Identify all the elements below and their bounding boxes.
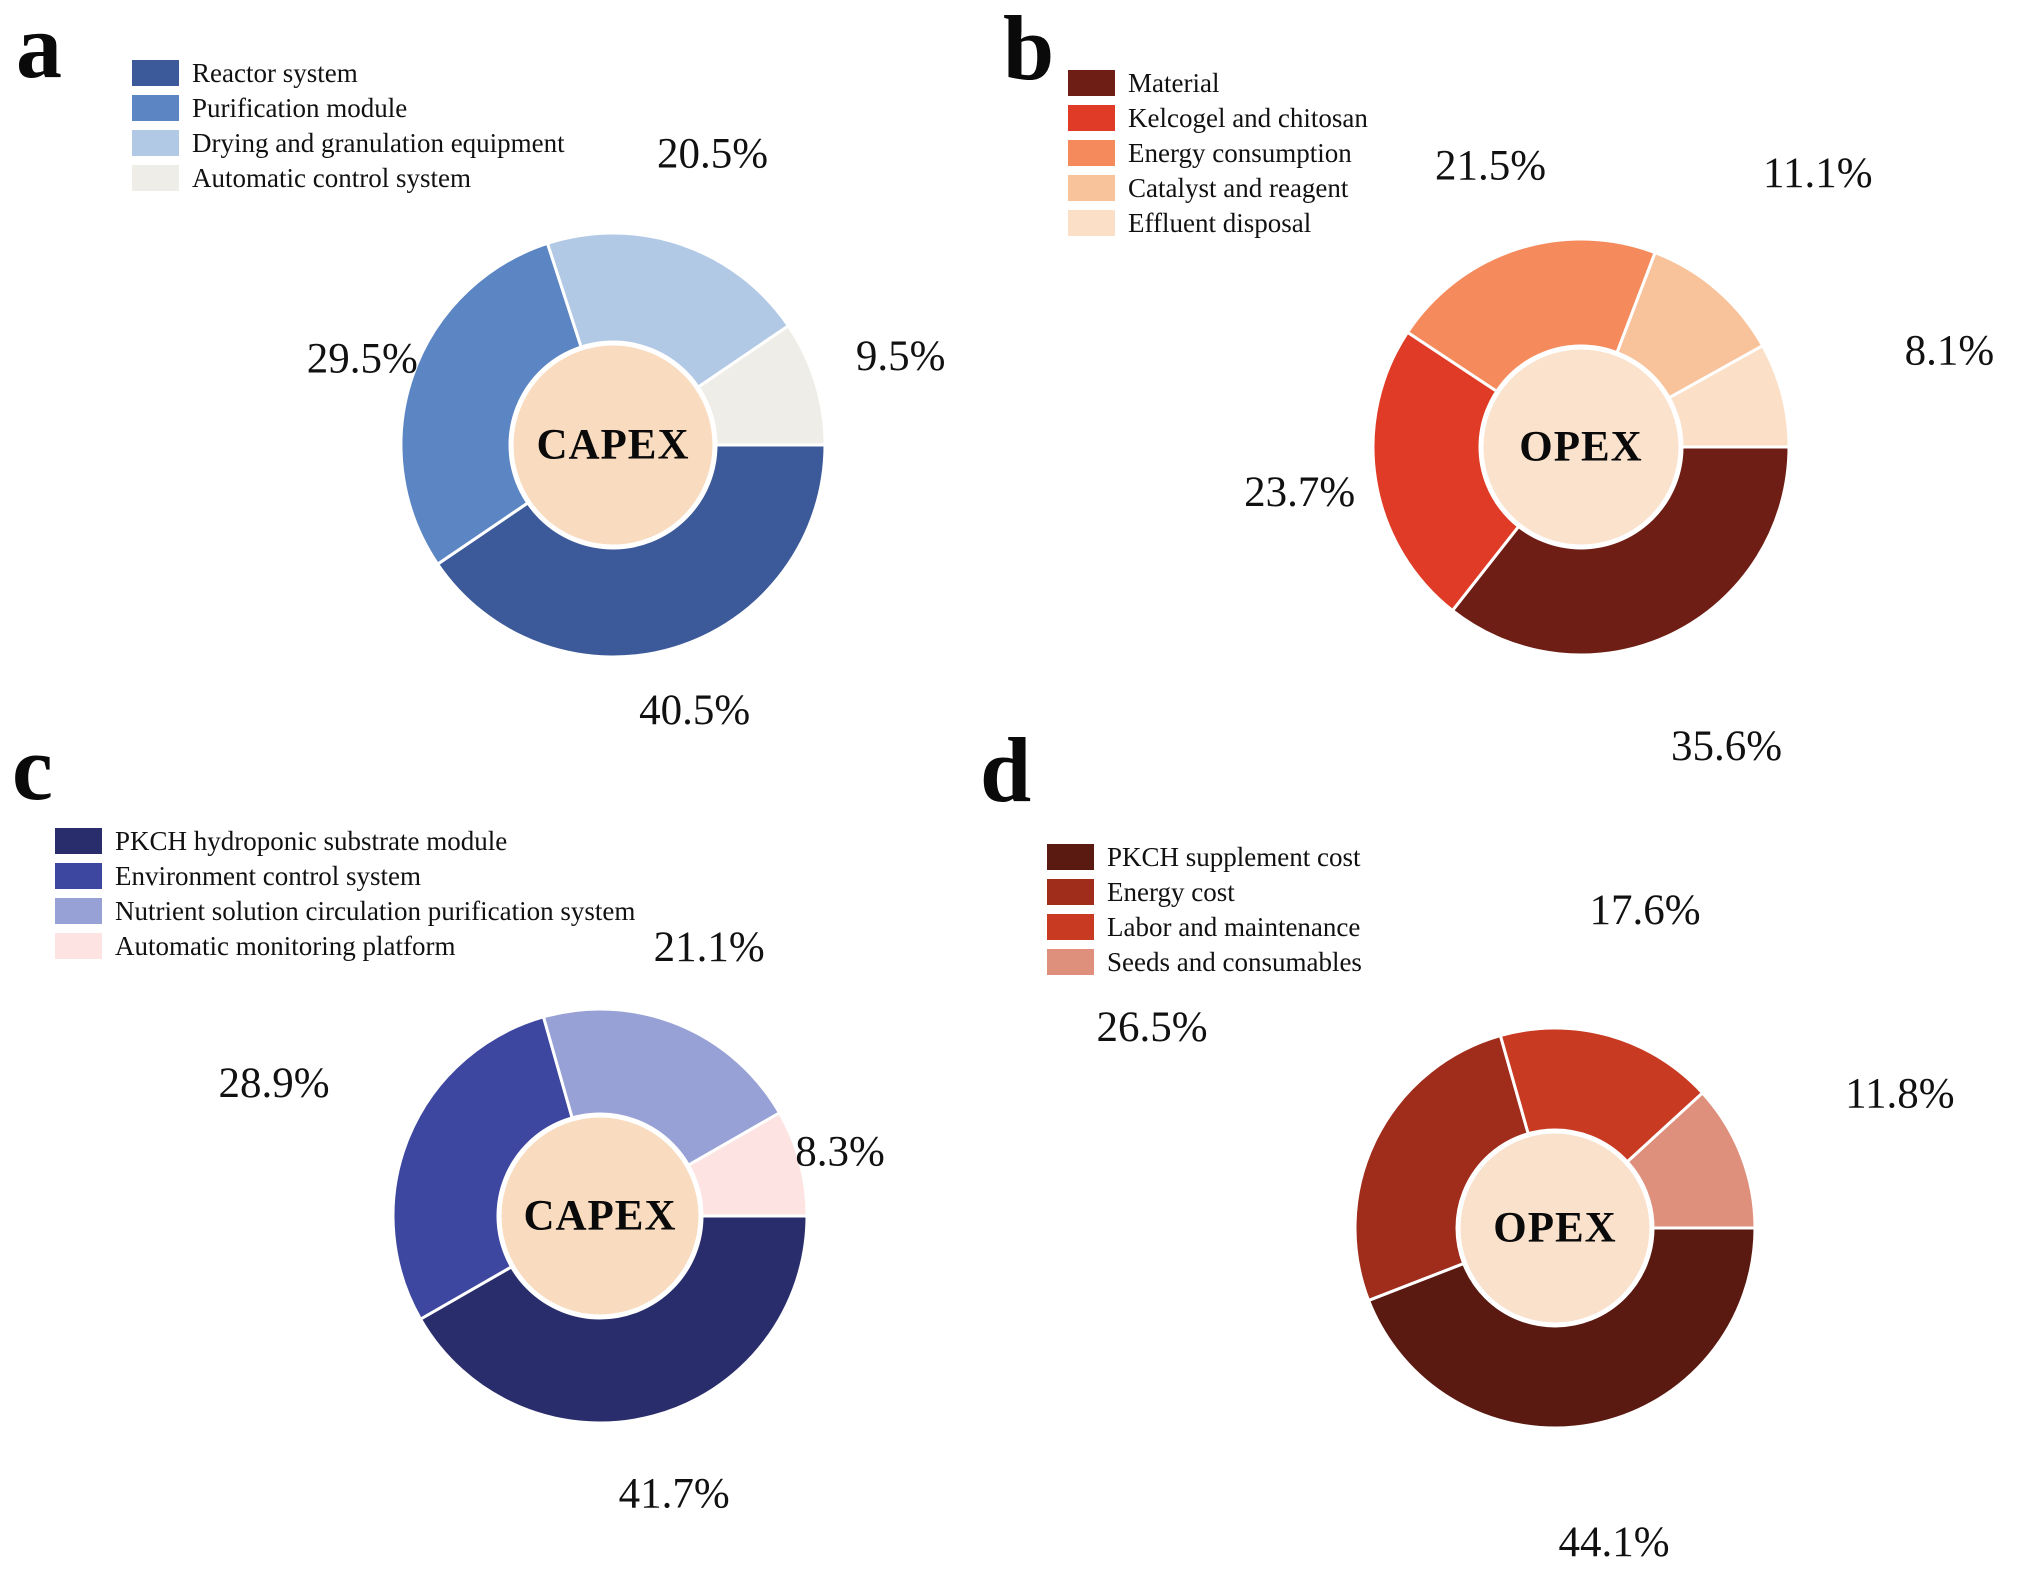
legend-item: Nutrient solution circulation purificati… [55,895,636,926]
slice-percentage-label: 11.8% [1845,1071,1954,1118]
legend-label: Energy consumption [1128,137,1352,168]
legend-label: PKCH hydroponic substrate module [115,825,508,856]
legend-item: Automatic control system [132,162,565,193]
legend-swatch [132,95,179,121]
legend-item: Material [1068,67,1368,98]
slice-percentage-label: 8.3% [795,1129,885,1176]
slice-percentage-label: 20.5% [657,131,768,178]
legend-label: Automatic control system [192,162,471,193]
panel-b-legend: Material Kelcogel and chitosan Energy cons… [1068,67,1368,245]
legend-label: Seeds and consumables [1107,946,1362,977]
legend-swatch [55,898,102,924]
legend-label: Energy cost [1107,876,1235,907]
legend-item: Reactor system [132,57,565,88]
legend-item: Energy cost [1047,876,1362,907]
slice-percentage-label: 26.5% [1097,1004,1208,1051]
legend-item: PKCH supplement cost [1047,841,1362,872]
legend-swatch [1047,914,1094,940]
slice-percentage-label: 44.1% [1558,1519,1669,1566]
slice-percentage-label: 35.6% [1671,723,1782,770]
panel-c-letter: c [12,717,53,819]
slice-percentage-label: 9.5% [856,333,946,380]
legend-swatch [1047,879,1094,905]
donut-center-circle [496,1112,704,1320]
legend-item: Automatic monitoring platform [55,930,635,961]
donut-center-title: OPEX [1519,424,1642,471]
donut-center-circle [1478,344,1684,550]
donut-center-circle [1455,1128,1655,1328]
panel-a-letter: a [16,0,62,97]
panel-c-legend: PKCH hydroponic substrate module Environm… [55,825,636,968]
legend-swatch [1068,210,1115,236]
legend-swatch [1047,844,1094,870]
legend-label: Nutrient solution circulation purificati… [115,895,636,926]
legend-label: PKCH supplement cost [1107,841,1361,872]
pie-slice [1450,445,1791,657]
legend-item: Drying and granulation equipment [132,127,565,158]
slice-percentage-label: 11.1% [1763,150,1872,197]
panel-d-letter: d [980,719,1032,821]
pie-slice [1367,1226,1757,1430]
donut-center-circle [508,340,718,550]
slice-percentage-label: 29.5% [307,336,418,383]
legend-swatch [55,863,102,889]
legend-label: Material [1128,67,1220,98]
panel-d-legend: PKCH supplement cost Energy cost Labor and… [1047,841,1362,984]
legend-swatch [55,828,102,854]
legend-swatch [1068,70,1115,96]
legend-swatch [1068,140,1115,166]
slice-percentage-label: 21.1% [654,924,765,971]
legend-item: Purification module [132,92,565,123]
legend-swatch [55,933,102,959]
legend-swatch [132,130,179,156]
legend-label: Labor and maintenance [1107,911,1361,942]
donut-center-title: OPEX [1493,1205,1616,1252]
panel-b-letter: b [1003,0,1055,99]
legend-label: Reactor system [192,57,358,88]
legend-label: Effluent disposal [1128,207,1312,238]
legend-item: Environment control system [55,860,635,891]
legend-item: Effluent disposal [1068,207,1368,238]
pie-slice [1371,330,1583,613]
legend-label: Drying and granulation equipment [192,127,565,158]
pie-slice [399,241,615,566]
slice-percentage-label: 23.7% [1244,469,1355,516]
legend-item: Kelcogel and chitosan [1068,102,1368,133]
legend-swatch [132,165,179,191]
legend-swatch [1068,175,1115,201]
slice-percentage-label: 28.9% [218,1060,329,1107]
legend-item: Seeds and consumables [1047,946,1362,977]
legend-label: Environment control system [115,860,421,891]
legend-swatch [132,60,179,86]
pie-slice [436,443,827,659]
donut-center-title: CAPEX [536,422,689,469]
slice-percentage-label: 40.5% [639,687,750,734]
legend-swatch [1047,949,1094,975]
legend-item: PKCH hydroponic substrate module [55,825,635,856]
legend-item: Labor and maintenance [1047,911,1362,942]
slice-percentage-label: 8.1% [1905,328,1995,375]
legend-label: Catalyst and reagent [1128,172,1349,203]
donut-center-title: CAPEX [523,1193,676,1240]
legend-item: Energy consumption [1068,137,1368,168]
slice-percentage-label: 17.6% [1590,887,1701,934]
legend-label: Purification module [192,92,408,123]
panel-a-legend: Reactor system Purification module Drying … [132,57,565,200]
legend-label: Kelcogel and chitosan [1128,102,1368,133]
slice-percentage-label: 21.5% [1435,142,1546,189]
legend-label: Automatic monitoring platform [115,930,456,961]
slice-percentage-label: 41.7% [619,1471,730,1518]
legend-swatch [1068,105,1115,131]
legend-item: Catalyst and reagent [1068,172,1368,203]
